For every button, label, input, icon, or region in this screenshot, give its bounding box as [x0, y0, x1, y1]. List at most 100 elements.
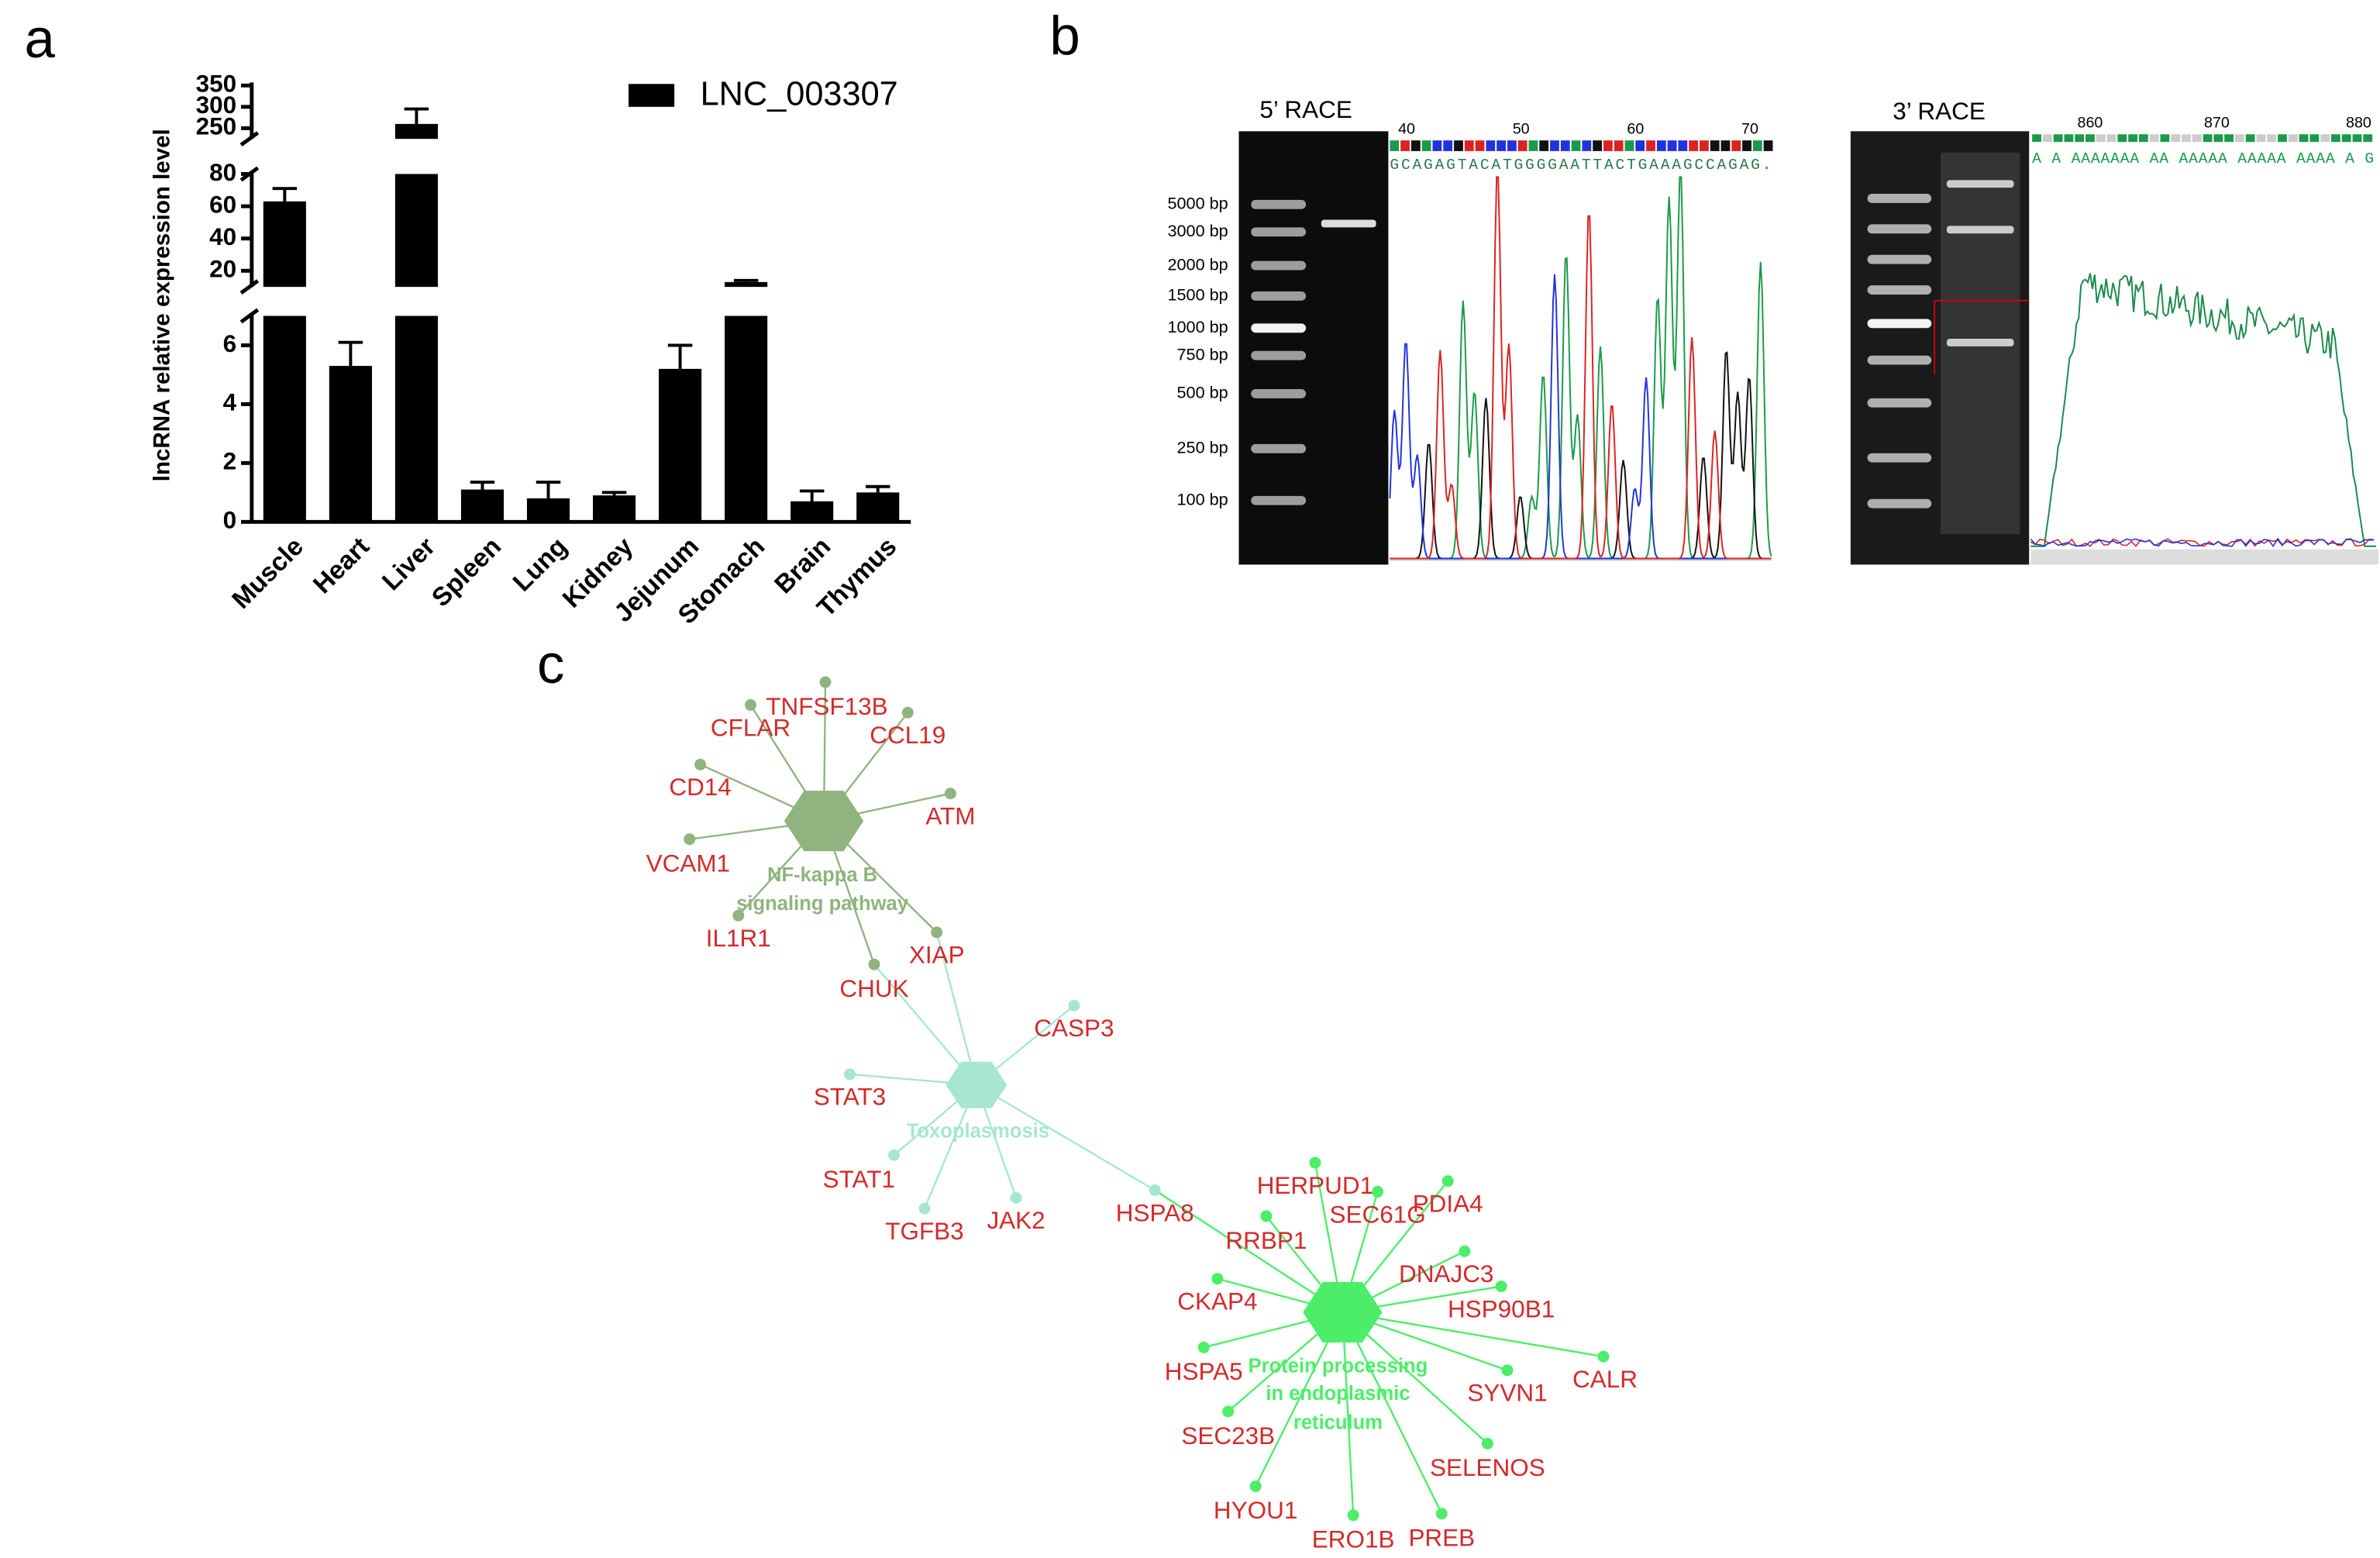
quality-block	[1528, 140, 1538, 151]
quality-block	[2032, 134, 2041, 143]
edge	[935, 932, 978, 1085]
quality-block	[1624, 140, 1634, 151]
bar	[263, 201, 306, 288]
gene-label: CFLAR	[711, 713, 790, 741]
quality-block	[1517, 140, 1528, 151]
quality-block	[1582, 140, 1592, 151]
quality-block	[1571, 140, 1581, 151]
bar	[460, 489, 505, 522]
quality-block	[1646, 140, 1655, 151]
gene-label: CKAP4	[1177, 1287, 1257, 1315]
quality-block	[1486, 140, 1496, 151]
quality-block	[2064, 134, 2074, 143]
base-position: 50	[1513, 121, 1530, 138]
base-position: 60	[1627, 121, 1644, 138]
y-tick-label: 0	[223, 506, 237, 534]
quality-block	[2267, 134, 2277, 143]
quality-block	[1464, 140, 1474, 151]
gene-node	[732, 909, 745, 922]
axis-break	[239, 131, 260, 147]
gene-node	[1249, 1480, 1262, 1492]
quality-block	[2096, 134, 2106, 143]
ladder-band	[1867, 254, 1932, 264]
bar	[394, 315, 438, 522]
quality-block	[1454, 140, 1463, 151]
gene-label: DNAJC3	[1399, 1260, 1493, 1287]
quality-block	[1752, 140, 1762, 151]
gene-label: SELENOS	[1430, 1453, 1545, 1481]
ladder-band	[1867, 498, 1932, 508]
ladder-label: 100 bp	[1177, 489, 1228, 508]
quality-block	[1507, 140, 1517, 151]
bar	[592, 495, 636, 522]
quality-block	[2149, 134, 2159, 143]
gene-node	[868, 958, 880, 970]
gene-label: STAT3	[814, 1083, 886, 1111]
quality-block	[1421, 140, 1431, 151]
gene-node	[901, 706, 914, 719]
hub-label: reticulum	[1293, 1412, 1383, 1433]
gene-node	[1010, 1191, 1022, 1204]
axis-break	[239, 166, 260, 182]
trace	[1389, 274, 1772, 560]
sequence: A A AAAAAAA AA AAAAA AAAAA AAAA A G	[2032, 150, 2374, 167]
quality-block	[2117, 134, 2127, 143]
edge	[1342, 1312, 1443, 1515]
y-tick-label: 2	[223, 447, 237, 475]
quality-block	[1731, 140, 1741, 151]
gene-label: XIAP	[909, 941, 965, 969]
ladder-label: 2000 bp	[1167, 254, 1228, 274]
ladder-band	[1867, 453, 1932, 463]
panel-label: c	[537, 634, 564, 695]
base-position: 70	[1741, 121, 1758, 138]
edge	[1154, 1189, 1344, 1314]
hub-label: signaling pathway	[736, 893, 908, 915]
trace	[2030, 538, 2375, 547]
gene-label: HSPA8	[1116, 1198, 1194, 1226]
quality-block	[1667, 140, 1677, 151]
quality-block	[1400, 140, 1410, 151]
gene-label: IL1R1	[706, 924, 771, 952]
gene-label: CHUK	[839, 974, 908, 1002]
hub-label: in endoplasmic	[1266, 1383, 1410, 1405]
gene-node	[1495, 1281, 1507, 1293]
quality-block	[2042, 134, 2052, 143]
quality-block	[2106, 134, 2117, 143]
y-axis-label: lncRNA relative expression level	[149, 129, 174, 481]
gene-label: ATM	[925, 802, 975, 830]
ladder-band	[1251, 199, 1307, 209]
quality-block	[1763, 140, 1773, 151]
sample-band	[1946, 339, 2014, 346]
quality-block	[1475, 140, 1485, 151]
gene-node	[1435, 1508, 1448, 1520]
gene-node	[1309, 1156, 1321, 1169]
ladder-band	[1867, 194, 1932, 203]
ladder-label: 750 bp	[1177, 344, 1228, 364]
quality-block	[1497, 140, 1506, 151]
bar	[725, 315, 768, 522]
quality-block	[1603, 140, 1613, 151]
quality-block	[1710, 140, 1720, 151]
bar	[856, 492, 900, 522]
quality-block	[1560, 140, 1570, 151]
gene-node	[918, 1202, 931, 1215]
gel	[1850, 131, 2030, 565]
gene-label: CALR	[1572, 1365, 1638, 1393]
gene-node	[745, 699, 757, 712]
quality-block	[2341, 134, 2351, 143]
panel-label: b	[1049, 5, 1080, 67]
quality-block	[2053, 134, 2063, 143]
gene-node	[1481, 1437, 1493, 1449]
quality-block	[1700, 140, 1709, 151]
quality-block	[2171, 134, 2181, 143]
y-tick-label: 350	[196, 70, 237, 98]
legend-label: LNC_003307	[701, 75, 898, 112]
quality-block	[2075, 134, 2085, 143]
edge	[976, 1084, 1156, 1191]
gel-title: 3’ RACE	[1893, 97, 1986, 125]
bar	[790, 501, 834, 522]
hub-node	[784, 791, 864, 852]
gene-label: HERPUD1	[1257, 1171, 1373, 1199]
